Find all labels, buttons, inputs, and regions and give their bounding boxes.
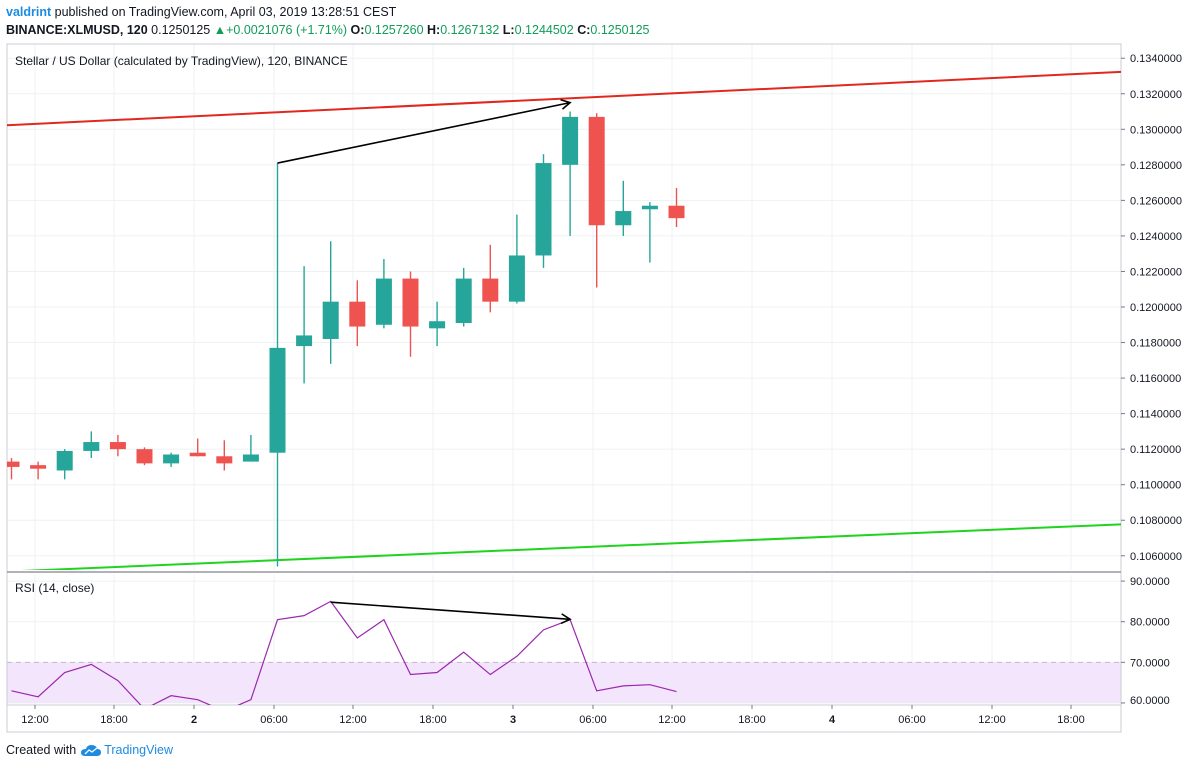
price-axis-label: 0.1060000 <box>1130 551 1182 563</box>
candle-body <box>189 452 206 457</box>
candle-body <box>30 465 47 469</box>
candle-body <box>269 347 286 453</box>
high-label: H: <box>427 23 441 37</box>
low-value: 0.1244502 <box>514 23 574 37</box>
tradingview-logo[interactable]: TradingView <box>80 743 173 757</box>
candle-body <box>508 255 525 302</box>
price-change: +0.0021076 (+1.71%) <box>226 23 348 37</box>
candle-body <box>375 278 392 325</box>
candle-body <box>535 163 552 256</box>
price-axis-label: 0.1100000 <box>1130 480 1181 492</box>
rsi-pane-title: RSI (14, close) <box>15 581 94 595</box>
time-axis-label: 3 <box>510 714 516 726</box>
rsi-axis-label: 70.0000 <box>1130 657 1170 669</box>
up-triangle-icon: ▲ <box>213 23 227 37</box>
price-trend-arrow <box>277 98 572 164</box>
price-axis-label: 0.1300000 <box>1130 124 1182 136</box>
time-axis-label: 06:00 <box>579 714 607 726</box>
low-label: L: <box>502 23 515 37</box>
open-value: 0.1257260 <box>364 23 424 37</box>
price-axis-label: 0.1200000 <box>1130 302 1182 314</box>
time-axis-label: 18:00 <box>738 714 766 726</box>
ohlc-bar: BINANCE:XLMUSD, 120 0.1250125 ▲+0.002107… <box>6 23 649 37</box>
cloud-icon <box>81 744 102 756</box>
rsi-axis-label: 80.0000 <box>1130 617 1170 629</box>
candle-body <box>429 321 446 329</box>
candle-body <box>216 456 233 464</box>
candle-body <box>163 454 180 464</box>
candle-body <box>668 205 685 219</box>
price-axis-label: 0.1220000 <box>1130 266 1182 278</box>
price-axis-label: 0.1160000 <box>1130 373 1181 385</box>
price-axis-label: 0.1320000 <box>1130 89 1182 101</box>
candle-body <box>296 335 313 347</box>
candle-body <box>349 301 366 327</box>
tradingview-brand: TradingView <box>104 743 173 757</box>
candle-body <box>562 116 579 165</box>
price-axis-label: 0.1260000 <box>1130 195 1182 207</box>
price-axis-label: 0.1240000 <box>1130 231 1182 243</box>
plot-frame <box>6 43 1122 733</box>
candle-body <box>455 278 472 323</box>
price-axis-label: 0.1180000 <box>1130 338 1181 350</box>
price-axis-label: 0.1340000 <box>1130 53 1182 65</box>
author-link[interactable]: valdrint <box>6 5 52 19</box>
time-axis-label: 2 <box>191 714 197 726</box>
price-axis-label: 0.1280000 <box>1130 160 1182 172</box>
candle-body <box>402 278 419 327</box>
resistance-trendline <box>7 70 1121 127</box>
time-axis-label: 18:00 <box>100 714 128 726</box>
close-value: 0.1250125 <box>590 23 650 37</box>
rsi-axis-label: 60.0000 <box>1130 695 1170 707</box>
created-with-text: Created with <box>6 743 77 757</box>
candle-body <box>588 116 605 226</box>
price-axis-label: 0.1140000 <box>1130 409 1181 421</box>
rsi-band <box>7 662 1121 703</box>
candle-body <box>109 442 126 450</box>
support-trendline <box>21 523 1121 570</box>
close-label: C: <box>577 23 591 37</box>
last-price: 0.1250125 <box>151 23 211 37</box>
arrow-head <box>560 98 572 110</box>
publish-info: valdrint published on TradingView.com, A… <box>6 5 396 19</box>
time-axis-label: 18:00 <box>1057 714 1085 726</box>
time-axis-label: 12:00 <box>978 714 1006 726</box>
symbol-label: BINANCE:XLMUSD, 120 <box>6 23 148 37</box>
time-axis-label: 18:00 <box>419 714 447 726</box>
candle-body <box>322 301 339 339</box>
time-axis-label: 12:00 <box>21 714 49 726</box>
open-label: O: <box>350 23 365 37</box>
time-axis-label: 06:00 <box>898 714 926 726</box>
rsi-divergence-arrow <box>330 601 572 625</box>
time-axis-label: 06:00 <box>260 714 288 726</box>
arrow-head <box>560 613 572 625</box>
rsi-axis-label: 90.0000 <box>1130 576 1170 588</box>
published-text: published on TradingView.com, April 03, … <box>54 5 397 19</box>
candles-group <box>7 111 685 567</box>
time-axis-label: 4 <box>829 714 836 726</box>
time-axis-label: 12:00 <box>339 714 367 726</box>
footer: Created with TradingView <box>6 743 173 757</box>
candle-body <box>136 449 153 464</box>
candle-body <box>83 442 100 451</box>
candle-body <box>615 211 632 226</box>
candle-body <box>242 454 259 462</box>
arrow-shaft <box>277 101 571 164</box>
main-pane-title: Stellar / US Dollar (calculated by Tradi… <box>15 54 348 68</box>
arrow-shaft <box>330 601 571 621</box>
time-axis-label: 12:00 <box>658 714 686 726</box>
high-value: 0.1267132 <box>440 23 500 37</box>
price-axis-label: 0.1120000 <box>1130 444 1181 456</box>
candle-body <box>7 461 20 467</box>
price-axis-label: 0.1080000 <box>1130 515 1182 527</box>
candle-body <box>482 278 499 302</box>
candle-body <box>56 450 73 471</box>
candle-body <box>641 205 658 210</box>
